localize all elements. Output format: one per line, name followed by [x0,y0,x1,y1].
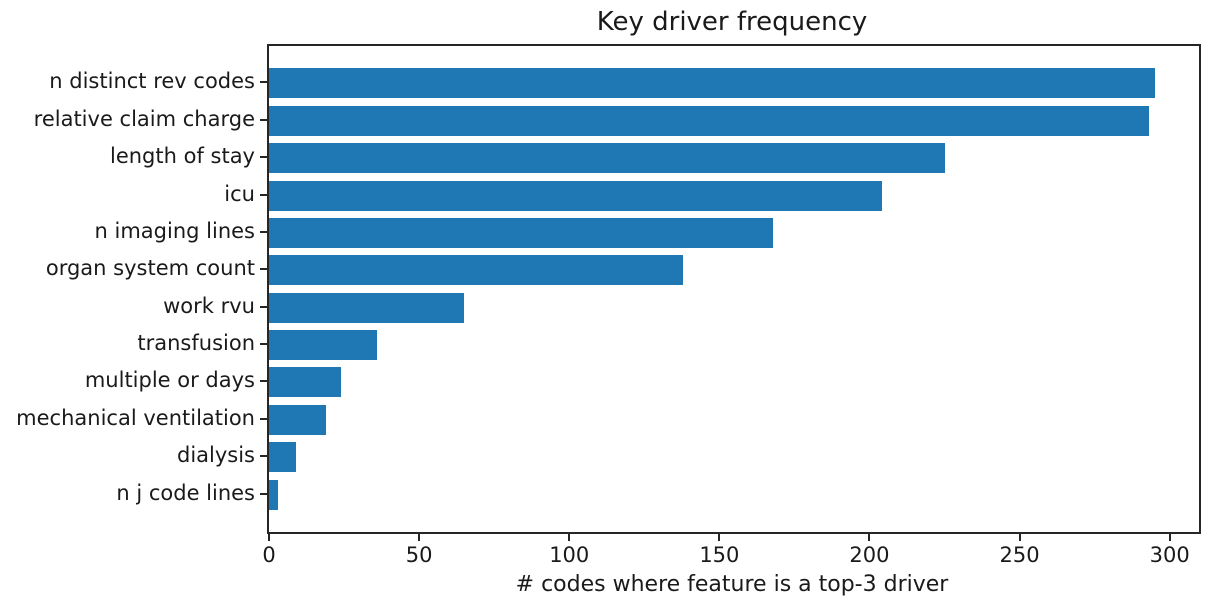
bar [269,292,465,323]
x-tick-mark [268,534,270,541]
x-tick-label: 50 [405,543,433,567]
chart-title: Key driver frequency [596,7,868,37]
x-tick-mark [1168,534,1171,541]
y-tick-mark [260,118,267,121]
y-tick-mark [260,305,267,308]
x-tick-label: 250 [999,543,1040,567]
y-tick-label: mechanical ventilation [16,405,255,430]
y-tick-label: organ system count [45,256,255,281]
y-tick-mark [260,380,267,383]
y-tick-label: relative claim charge [33,106,255,131]
bar [269,479,278,510]
y-tick-label: work rvu [163,293,255,318]
x-tick-label: 0 [262,543,276,567]
bar [269,143,945,174]
y-tick-mark [260,268,267,271]
bar [269,442,296,473]
x-tick-mark [418,534,421,541]
y-tick-mark [260,193,267,196]
x-tick-label: 150 [699,543,740,567]
y-tick-label: n distinct rev codes [49,69,255,94]
bar [269,68,1155,99]
bar [269,217,774,248]
x-tick-mark [568,534,571,541]
x-tick-mark [1018,534,1021,541]
y-tick-mark [260,455,267,458]
y-tick-mark [260,492,267,495]
bar [269,330,378,361]
y-tick-label: multiple or days [84,368,255,393]
y-tick-mark [260,81,267,84]
x-axis-label: # codes where feature is a top-3 driver [515,572,949,597]
y-tick-label: n j code lines [116,480,255,505]
x-tick-label: 200 [849,543,890,567]
x-tick-label: 100 [549,543,590,567]
bar [269,105,1149,136]
bar [269,404,326,435]
y-tick-label: n imaging lines [94,218,255,243]
bar [269,255,684,286]
y-tick-mark [260,343,267,346]
y-tick-mark [260,230,267,233]
y-tick-mark [260,156,267,159]
x-tick-mark [868,534,871,541]
bar [269,367,342,398]
plot-area [267,44,1201,534]
y-tick-label: transfusion [137,331,255,356]
y-tick-label: length of stay [109,144,255,169]
bar [269,180,882,211]
y-tick-label: icu [224,181,255,206]
y-tick-mark [260,417,267,420]
x-tick-mark [718,534,721,541]
y-tick-label: dialysis [176,443,255,468]
x-tick-label: 300 [1149,543,1190,567]
